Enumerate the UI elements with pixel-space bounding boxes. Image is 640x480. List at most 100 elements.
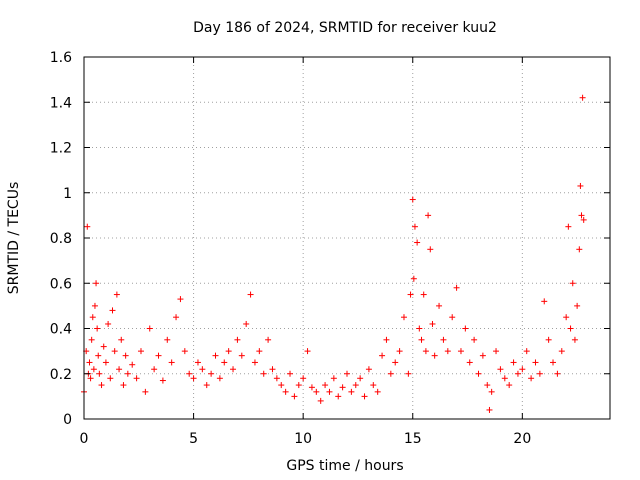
data-point xyxy=(260,370,267,377)
data-point xyxy=(383,336,390,343)
data-point xyxy=(479,352,486,359)
data-point xyxy=(173,314,180,321)
data-point xyxy=(251,359,258,366)
data-point xyxy=(457,348,464,355)
data-point xyxy=(370,382,377,389)
data-point xyxy=(418,336,425,343)
data-point xyxy=(488,388,495,395)
data-point xyxy=(574,302,581,309)
data-point xyxy=(407,291,414,298)
data-point xyxy=(221,359,228,366)
data-point xyxy=(93,280,100,287)
data-point xyxy=(365,366,372,373)
data-point xyxy=(109,307,116,314)
data-point xyxy=(466,359,473,366)
data-point xyxy=(181,348,188,355)
data-point xyxy=(216,375,223,382)
data-point xyxy=(230,366,237,373)
x-tick-label: 15 xyxy=(404,431,422,447)
data-point xyxy=(425,212,432,219)
data-point xyxy=(429,320,436,327)
data-point xyxy=(177,296,184,303)
data-point xyxy=(497,366,504,373)
grid xyxy=(84,57,610,419)
data-point xyxy=(414,239,421,246)
data-point xyxy=(291,393,298,400)
data-point xyxy=(431,352,438,359)
x-tick-label: 0 xyxy=(80,431,89,447)
data-point xyxy=(427,246,434,253)
chart-title: Day 186 of 2024, SRMTID for receiver kuu… xyxy=(193,20,497,36)
data-point xyxy=(190,375,197,382)
data-point xyxy=(238,352,245,359)
data-point xyxy=(392,359,399,366)
data-point xyxy=(501,375,508,382)
data-point xyxy=(361,393,368,400)
data-point xyxy=(133,375,140,382)
data-point xyxy=(89,314,96,321)
data-point xyxy=(565,223,572,230)
data-point xyxy=(486,406,493,413)
data-point xyxy=(234,336,241,343)
data-point xyxy=(471,336,478,343)
data-point xyxy=(580,216,587,223)
data-point xyxy=(105,320,112,327)
data-point xyxy=(335,393,342,400)
data-point xyxy=(409,196,416,203)
data-point xyxy=(506,382,513,389)
data-point xyxy=(124,370,131,377)
data-point xyxy=(91,302,98,309)
x-axis-title: GPS time / hours xyxy=(286,458,403,474)
data-point xyxy=(576,246,583,253)
data-point xyxy=(554,370,561,377)
data-point xyxy=(528,375,535,382)
x-tick-label: 5 xyxy=(189,431,198,447)
data-point xyxy=(514,370,521,377)
data-point xyxy=(387,370,394,377)
data-point xyxy=(194,359,201,366)
data-point xyxy=(208,370,215,377)
data-point xyxy=(111,348,118,355)
data-point xyxy=(300,375,307,382)
axis-ticks: 0 5 10 15 20 0 0.2 0.4 0.6 0.8 1 1.2 1.4 1.6 xyxy=(50,50,610,447)
data-point xyxy=(550,359,557,366)
data-point xyxy=(541,298,548,305)
data-point xyxy=(579,94,586,101)
data-point xyxy=(536,370,543,377)
y-tick-label: 0.2 xyxy=(50,367,72,383)
data-point xyxy=(440,336,447,343)
data-point xyxy=(90,366,97,373)
data-point xyxy=(339,384,346,391)
data-point xyxy=(475,370,482,377)
data-point xyxy=(571,336,578,343)
data-point xyxy=(326,388,333,395)
data-point xyxy=(113,291,120,298)
data-point xyxy=(151,366,158,373)
data-point xyxy=(330,375,337,382)
data-point xyxy=(129,361,136,368)
data-point xyxy=(243,320,250,327)
data-point xyxy=(411,223,418,230)
data-point xyxy=(107,375,114,382)
data-point xyxy=(348,388,355,395)
data-point xyxy=(98,382,105,389)
data-point xyxy=(577,182,584,189)
data-point xyxy=(304,348,311,355)
data-point xyxy=(256,348,263,355)
data-point xyxy=(212,352,219,359)
x-tick-label: 10 xyxy=(294,431,312,447)
data-point xyxy=(344,370,350,377)
data-point xyxy=(352,382,359,389)
data-point xyxy=(155,352,162,359)
y-tick-label: 1.4 xyxy=(50,95,72,111)
data-point xyxy=(422,348,429,355)
data-point xyxy=(142,388,149,395)
data-point xyxy=(569,280,576,287)
data-point xyxy=(116,366,123,373)
data-point xyxy=(282,388,289,395)
data-point xyxy=(379,352,386,359)
data-point xyxy=(265,336,272,343)
data-point xyxy=(164,336,171,343)
